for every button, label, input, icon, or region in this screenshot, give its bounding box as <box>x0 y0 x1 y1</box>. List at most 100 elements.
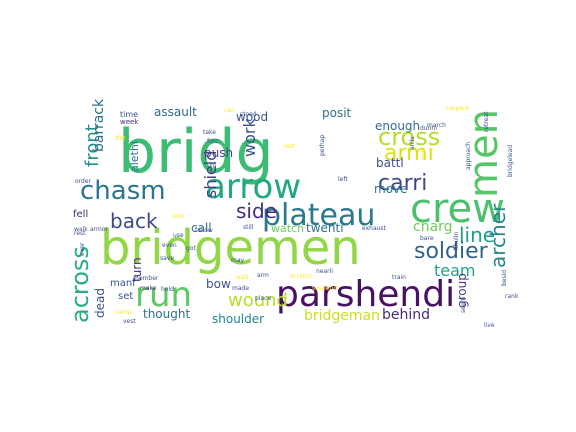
cloud-word-dead: dead <box>93 288 107 318</box>
cloud-word-arm: arm <box>257 272 269 279</box>
cloud-word-work: work <box>240 118 259 157</box>
cloud-word-suspend: suspend <box>312 285 337 292</box>
cloud-word-arriv: arriv <box>409 136 416 150</box>
cloud-word-front: front <box>82 124 103 167</box>
cloud-word-team: team <box>434 261 476 280</box>
cloud-word-crew: crew <box>410 186 505 232</box>
cloud-word-plateau: plateau <box>262 198 375 233</box>
cloud-word-order: order <box>75 178 92 185</box>
cloud-word-even: even <box>162 242 177 249</box>
cloud-word-rank: rank <box>505 293 519 300</box>
cloud-word-carpent: carpent <box>446 105 470 112</box>
cloud-word-khulin: khulin <box>453 232 460 250</box>
cloud-word-made: made <box>232 285 249 292</box>
cloud-word-rest: rest <box>74 230 86 237</box>
cloud-word-arrow: arrow <box>205 167 301 207</box>
cloud-word-move: move <box>374 182 408 196</box>
cloud-word-forc: forc <box>207 138 218 145</box>
cloud-word-got: got <box>186 245 196 252</box>
cloud-word-group: group <box>455 273 469 308</box>
cloud-word-stood: stood <box>240 111 257 118</box>
cloud-word-tri: tri <box>210 163 217 170</box>
cloud-word-push: push <box>204 146 233 160</box>
cloud-word-enough: enough <box>375 119 420 133</box>
cloud-word-barrack: barrack <box>91 98 107 152</box>
cloud-word-nearli: nearli <box>316 268 333 275</box>
cloud-word-last: last <box>284 143 295 150</box>
cloud-word-skin: skin <box>172 213 184 220</box>
cloud-word-perhap: perhap <box>319 135 326 156</box>
cloud-word-save: save <box>160 255 174 262</box>
cloud-word-dunni: dunni <box>420 125 437 132</box>
cloud-word-die: die <box>115 134 126 142</box>
cloud-word-still: still <box>243 224 254 231</box>
cloud-word-fell: fell <box>73 209 88 220</box>
cloud-word-can: can <box>224 107 235 114</box>
cloud-word-turn: turn <box>130 257 144 282</box>
cloud-word-may: may <box>231 257 245 264</box>
cloud-word-walk: walk <box>74 226 88 233</box>
cloud-word-wood: wood <box>236 110 268 124</box>
cloud-word-time: time <box>120 110 138 119</box>
cloud-word-approach: approach <box>465 142 472 170</box>
cloud-word-make: make <box>140 285 157 292</box>
cloud-word-march: march <box>427 122 446 129</box>
cloud-word-cross: cross <box>378 123 440 151</box>
cloud-word-ever: ever <box>79 242 86 256</box>
cloud-word-charg: charg <box>413 219 453 235</box>
cloud-word-shield: shield <box>201 151 220 198</box>
cloud-word-set: set <box>118 291 133 302</box>
cloud-word-call: call <box>191 221 212 235</box>
cloud-word-men: men <box>461 109 507 198</box>
cloud-word-follow: follow <box>195 227 213 234</box>
cloud-word-scratch: scratch <box>290 273 312 280</box>
cloud-word-place: place <box>255 295 271 302</box>
cloud-word-wait: wait <box>236 274 249 281</box>
cloud-word-watch: watch <box>271 222 304 235</box>
cloud-word-left: left <box>338 176 348 183</box>
cloud-word-soldier: soldier <box>414 239 489 264</box>
cloud-word-bridg: bridg <box>118 117 274 187</box>
cloud-word-retreat: retreat <box>483 111 490 132</box>
cloud-word-alethi: alethi <box>128 141 141 172</box>
cloud-word-wound: wound <box>228 290 288 311</box>
cloud-word-across: across <box>66 246 94 323</box>
cloud-word-bridgelead: bridgelead <box>507 145 514 177</box>
cloud-word-train: train <box>392 274 406 281</box>
cloud-word-twenti: twenti <box>306 221 344 235</box>
cloud-word-duti: duti <box>420 148 427 160</box>
cloud-word-thought: thought <box>143 307 190 321</box>
cloud-word-assault: assault <box>154 105 197 119</box>
cloud-word-posit: posit <box>322 106 352 120</box>
cloud-word-side: side <box>236 199 277 223</box>
cloud-word-mani: mani <box>110 278 135 289</box>
cloud-word-bow: bow <box>206 277 231 291</box>
cloud-word-hold: hold <box>161 286 174 293</box>
cloud-word-seem: seem <box>460 296 467 313</box>
cloud-word-run: run <box>135 275 192 315</box>
cloud-word-bridgemen: bridgemen <box>100 220 361 276</box>
cloud-word-chasm: chasm <box>80 176 166 206</box>
cloud-word-carri: carri <box>378 171 427 196</box>
cloud-word-take: take <box>203 129 216 136</box>
cloud-word-besid: besid <box>501 270 508 286</box>
cloud-word-use: use <box>173 232 184 239</box>
cloud-word-battl: battl <box>376 156 404 170</box>
cloud-word-shoulder: shoulder <box>212 312 264 326</box>
cloud-word-week: week <box>120 118 139 126</box>
cloud-word-exhaust: exhaust <box>362 225 387 232</box>
cloud-word-bridgeman: bridgeman <box>304 308 380 324</box>
cloud-word-camp: camp <box>115 309 132 316</box>
cloud-word-armor: armor <box>90 226 109 233</box>
cloud-word-parshendi: parshendi <box>276 274 455 315</box>
cloud-word-vest: vest <box>123 318 136 325</box>
cloud-word-member: member <box>133 275 159 282</box>
cloud-word-behind: behind <box>382 307 430 323</box>
cloud-word-armi: armi <box>384 141 434 166</box>
cloud-word-back: back <box>110 209 158 233</box>
cloud-word-live: live <box>484 322 495 329</box>
cloud-word-bare: bare <box>420 235 434 242</box>
cloud-word-archer: archer <box>486 203 510 268</box>
